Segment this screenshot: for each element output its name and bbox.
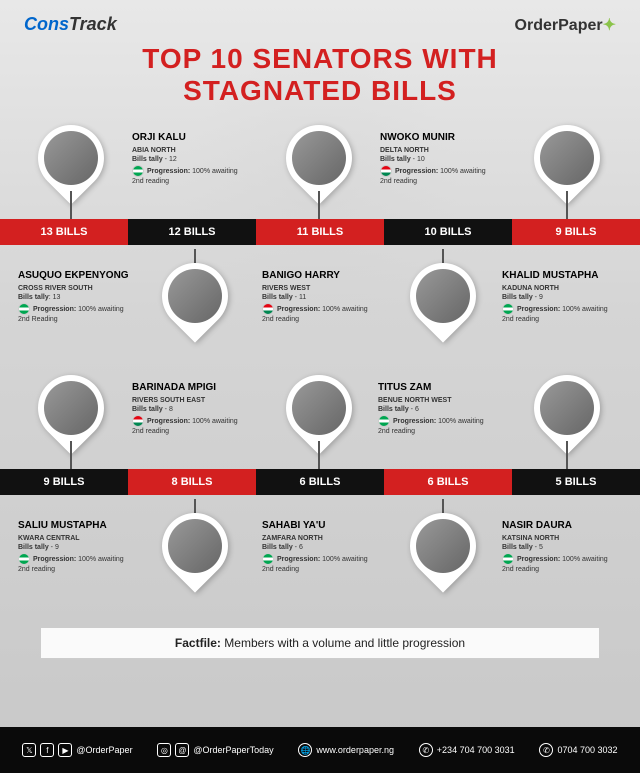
x-icon: 𝕏 (22, 743, 36, 757)
band-cell: 13 BILLS (0, 219, 128, 245)
senator-photo-pin (286, 375, 352, 441)
senator-info: NASIR DAURA KATSINA NORTH Bills tally - … (502, 519, 632, 573)
social-handle: ◎@@OrderPaperToday (157, 743, 273, 757)
phone: ✆+234 704 700 3031 (419, 743, 515, 757)
senator-photo-pin (38, 375, 104, 441)
threads-icon: @ (175, 743, 189, 757)
whatsapp: ✆0704 700 3032 (539, 743, 617, 757)
facebook-icon: f (40, 743, 54, 757)
page-title: TOP 10 SENATORS WITH STAGNATED BILLS (0, 43, 640, 107)
senator-photo-pin (162, 513, 228, 579)
whatsapp-icon: ✆ (539, 743, 553, 757)
senator-info: ASUQUO EKPENYONG CROSS RIVER SOUTH Bills… (18, 269, 148, 323)
website: 🌐www.orderpaper.ng (298, 743, 394, 757)
senator-photo-pin (410, 263, 476, 329)
orderpaper-logo: OrderPaper✦ (515, 15, 616, 35)
band-cell: 5 BILLS (512, 469, 640, 495)
band-cell: 8 BILLS (128, 469, 256, 495)
bill-count-band: 9 BILLS 8 BILLS 6 BILLS 6 BILLS 5 BILLS (0, 469, 640, 495)
phone-icon: ✆ (419, 743, 433, 757)
instagram-icon: ◎ (157, 743, 171, 757)
band-cell: 10 BILLS (384, 219, 512, 245)
row-top-below: ASUQUO EKPENYONG CROSS RIVER SOUTH Bills… (0, 249, 640, 369)
party-icon (18, 553, 30, 565)
row-bot-above: BARINADA MPIGI RIVERS SOUTH EAST Bills t… (0, 369, 640, 473)
senator-photo-pin (162, 263, 228, 329)
senator-photo-pin (38, 125, 104, 191)
party-icon (132, 165, 144, 177)
senator-info: BANIGO HARRY RIVERS WEST Bills tally - 1… (262, 269, 392, 323)
party-icon (380, 165, 392, 177)
party-icon (18, 303, 30, 315)
band-cell: 11 BILLS (256, 219, 384, 245)
senator-info: TITUS ZAM BENUE NORTH WEST Bills tally -… (378, 381, 508, 435)
senator-info: SAHABI YA'U ZAMFARA NORTH Bills tally - … (262, 519, 392, 573)
party-icon (502, 303, 514, 315)
senator-photo-pin (286, 125, 352, 191)
band-cell: 9 BILLS (0, 469, 128, 495)
constrack-logo: ConsTrack (24, 14, 117, 35)
band-cell: 12 BILLS (128, 219, 256, 245)
row-top-above: ORJI KALU ABIA NORTH Bills tally - 12 Pr… (0, 119, 640, 223)
band-cell: 6 BILLS (384, 469, 512, 495)
band-cell: 6 BILLS (256, 469, 384, 495)
party-icon (502, 553, 514, 565)
senator-info: SALIU MUSTAPHA KWARA CENTRAL Bills tally… (18, 519, 148, 573)
senator-info: BARINADA MPIGI RIVERS SOUTH EAST Bills t… (132, 381, 262, 435)
senator-photo-pin (534, 125, 600, 191)
senator-info: ORJI KALU ABIA NORTH Bills tally - 12 Pr… (132, 131, 262, 185)
party-icon (262, 303, 274, 315)
party-icon (262, 553, 274, 565)
youtube-icon: ▶ (58, 743, 72, 757)
senator-photo-pin (534, 375, 600, 441)
senator-info: NWOKO MUNIR DELTA NORTH Bills tally - 10… (380, 131, 510, 185)
factfile: Factfile: Members with a volume and litt… (40, 627, 600, 659)
social-handle: 𝕏f▶@OrderPaper (22, 743, 132, 757)
bill-count-band: 13 BILLS 12 BILLS 11 BILLS 10 BILLS 9 BI… (0, 219, 640, 245)
row-bot-below: SALIU MUSTAPHA KWARA CENTRAL Bills tally… (0, 499, 640, 619)
globe-icon: 🌐 (298, 743, 312, 757)
senator-photo-pin (410, 513, 476, 579)
senator-info: KHALID MUSTAPHA KADUNA NORTH Bills tally… (502, 269, 632, 323)
band-cell: 9 BILLS (512, 219, 640, 245)
party-icon (132, 415, 144, 427)
party-icon (378, 415, 390, 427)
footer: 𝕏f▶@OrderPaper ◎@@OrderPaperToday 🌐www.o… (0, 727, 640, 773)
header: ConsTrack OrderPaper✦ (0, 0, 640, 35)
